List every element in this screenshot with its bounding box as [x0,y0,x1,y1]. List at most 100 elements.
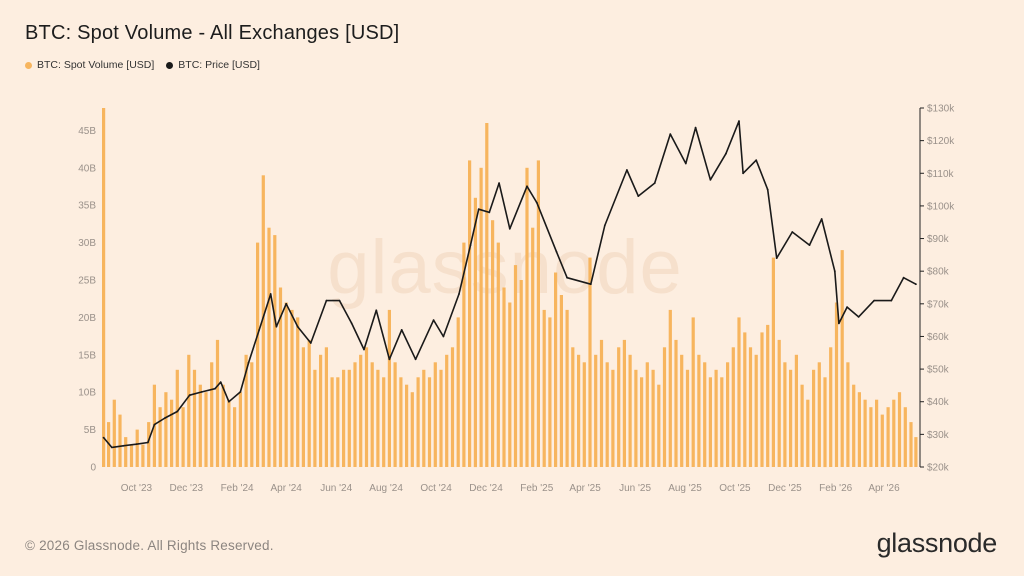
x-axis-tick-label: Dec '24 [469,483,503,494]
legend-item-price[interactable]: BTC: Price [USD] [166,59,260,71]
price-point [432,319,435,321]
volume-bar [485,123,489,467]
price-point [775,257,778,259]
volume-bar [863,399,867,467]
left-axis-tick-label: 40B [78,163,96,174]
volume-bar [800,384,804,467]
volume-bar [405,384,409,467]
price-point [188,394,191,397]
right-axis-tick-label: $40k [927,397,950,408]
volume-bar [662,347,667,467]
price-point [269,293,272,295]
left-axis-tick-label: 45B [78,126,96,137]
volume-bar [789,369,793,467]
chart-legend: BTC: Spot Volume [USD] BTC: Price [USD] [25,59,260,71]
price-point [442,335,445,338]
price-point [846,306,848,308]
price-point [102,436,105,439]
volume-bar [387,309,391,467]
volume-bar [714,369,718,467]
price-point [626,169,628,171]
price-point [153,423,156,426]
volume-bar [187,354,191,467]
volume-bar [324,347,328,467]
legend-item-volume[interactable]: BTC: Spot Volume [USD] [25,59,154,71]
volume-bar [450,347,455,467]
volume-bar [914,437,918,467]
price-point [833,270,836,273]
price-point [488,211,491,214]
volume-bar [462,242,466,467]
glassnode-logo[interactable]: glassnode [876,528,998,558]
right-axis-tick-label: $80k [927,267,950,278]
price-point [176,410,179,413]
price-point [725,152,727,155]
volume-bar [158,407,162,467]
right-axis-tick-label: $20k [927,463,950,474]
volume-bar [771,257,775,467]
price-point [219,381,222,383]
price-point [214,387,216,390]
volume-bar [680,354,684,467]
price-point [247,361,250,364]
x-axis-tick-label: Dec '23 [170,483,204,494]
volume-bar [703,362,707,467]
price-point [890,299,893,302]
volume-bar [869,407,873,467]
volume-bar [720,377,724,468]
volume-bar [376,369,380,467]
legend-marker-volume [25,61,32,69]
price-line-group [102,120,917,449]
price-point [838,322,840,325]
volume-bar [427,377,432,468]
price-point [414,358,417,361]
volume-bar [817,362,821,467]
price-point [458,293,460,295]
volume-bar [628,354,632,467]
volume-bar [364,347,369,467]
x-axis-tick-label: Oct '24 [420,483,452,494]
volume-bar [737,317,741,467]
price-point [508,227,511,230]
price-point [110,446,113,449]
x-axis-tick-label: Apr '25 [569,483,601,494]
price-point [388,358,391,361]
price-point [742,172,744,175]
left-axis-tick-label: 30B [78,238,96,249]
volume-bar [840,250,844,467]
right-axis-tick-label: $100k [927,201,955,212]
price-point [350,322,353,325]
volume-bar [164,392,168,467]
volume-bar [181,407,185,467]
x-axis-tick-label: Jun '25 [619,483,651,494]
volume-bar [886,407,890,467]
volume-bar [531,227,535,467]
price-point [239,391,242,393]
volume-bar [456,317,460,467]
legend-marker-price [166,61,174,69]
left-axis-tick-label: 25B [78,276,96,287]
left-axis-tick-label: 20B [78,313,96,324]
volume-bar [170,399,174,467]
x-axis-tick-label: Jun '24 [320,483,352,494]
x-axis-tick-label: Feb '26 [819,483,852,494]
price-point [684,162,687,165]
volume-bar [766,324,770,467]
volume-bar [124,437,128,467]
volume-bar [273,235,277,467]
volume-bar [892,399,896,467]
volume-bar [422,369,426,467]
volume-bar [743,332,747,467]
volume-bar [697,354,701,467]
volume-bar [307,339,311,467]
volume-bar [571,347,575,467]
volume-bar [479,167,483,468]
x-axis-tick-label: Oct '25 [719,483,751,494]
volume-bar [846,362,850,467]
volume-bar [313,369,317,467]
right-axis-tick-label: $70k [927,299,950,310]
price-point [603,224,606,227]
volume-bar [198,384,202,467]
price-point [122,444,125,447]
price-point [902,276,905,279]
